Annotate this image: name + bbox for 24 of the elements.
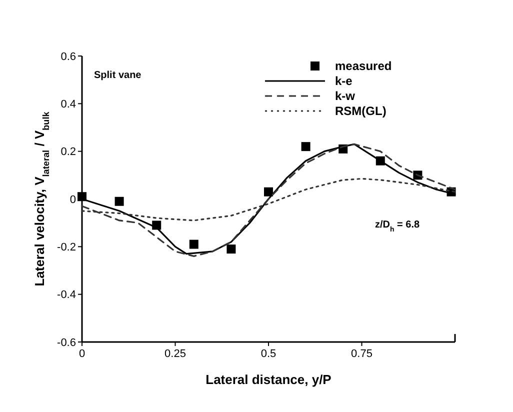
point	[114, 196, 124, 206]
x-tick-label: 0.75	[351, 348, 372, 360]
x-tick-label: 0	[78, 348, 86, 360]
x-tick-label: 0.25	[164, 348, 186, 360]
y-tick-label: 0.2	[60, 146, 76, 158]
point	[189, 240, 198, 249]
point	[264, 187, 273, 196]
legend-label: RSM(GL)	[335, 104, 386, 118]
point	[301, 142, 310, 152]
annotation: Split vane	[94, 70, 142, 81]
y-tick-label: 0	[70, 194, 76, 206]
x-tick-label: 0.5	[260, 348, 276, 360]
point	[226, 244, 236, 254]
legend-label: measured	[335, 59, 392, 74]
legend-label: k-w	[335, 89, 356, 104]
y-tick-label: -0.4	[57, 289, 76, 302]
y-tick-label: -0.2	[57, 242, 76, 254]
annotation: z/D$_{h}$ = 6.8	[375, 220, 420, 234]
y-tick-label: -0.6	[57, 336, 76, 349]
point	[78, 192, 86, 202]
y-tick-label: 0.6	[60, 50, 76, 63]
x-axis-title: Lateral distance, y/P	[206, 372, 332, 387]
y-tick-label: 0.4	[60, 98, 76, 111]
legend-label: k-e	[335, 74, 353, 88]
